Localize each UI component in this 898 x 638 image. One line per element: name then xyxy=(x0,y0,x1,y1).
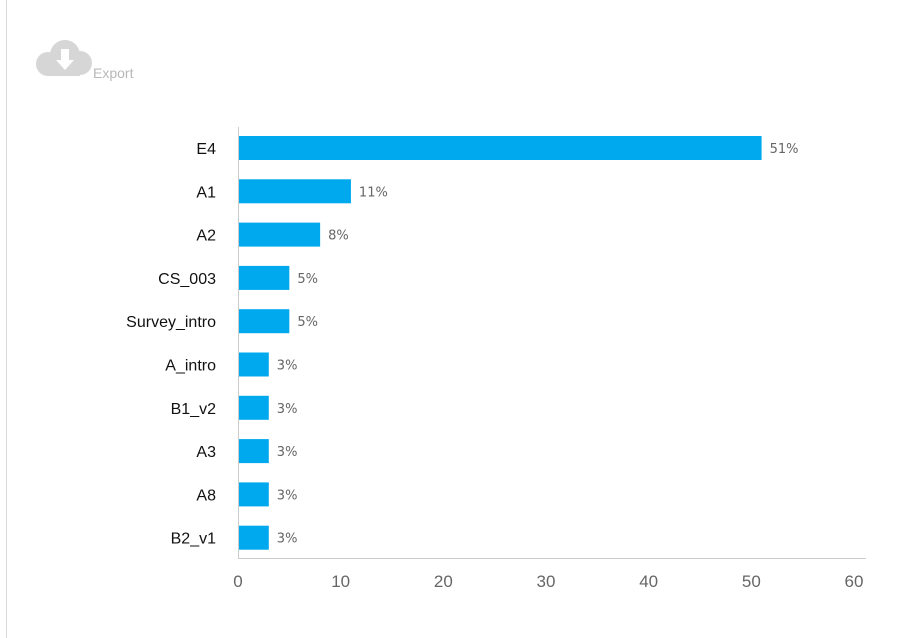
bar-A2 xyxy=(238,222,321,247)
category-label-Survey_intro: Survey_intro xyxy=(126,314,216,331)
export-label: Export xyxy=(93,65,134,81)
category-label-A3: A3 xyxy=(196,444,216,461)
bars-layer xyxy=(238,136,762,550)
category-label-B1_v2: B1_v2 xyxy=(171,401,216,418)
x-tick-label-40: 40 xyxy=(639,572,658,591)
bar-B2_v1 xyxy=(238,525,269,550)
bar-Survey_intro xyxy=(238,309,290,334)
bar-B1_v2 xyxy=(238,395,269,420)
category-label-CS_003: CS_003 xyxy=(158,271,216,288)
x-tick-label-10: 10 xyxy=(331,572,350,591)
category-label-A_intro: A_intro xyxy=(165,358,216,375)
value-label-B2_v1: 3% xyxy=(277,532,298,547)
value-label-A1: 11% xyxy=(359,185,388,200)
category-label-A2: A2 xyxy=(196,228,216,245)
category-label-E4: E4 xyxy=(196,141,216,158)
bar-A3 xyxy=(238,439,269,464)
axes xyxy=(238,127,866,559)
value-labels: 51% 11% 8% 5% 5% 3% 3% 3% 3% 3% xyxy=(277,142,799,547)
value-label-E4: 51% xyxy=(770,142,799,157)
cloud-download-icon xyxy=(36,40,92,76)
value-label-A2: 8% xyxy=(328,229,349,244)
category-label-A1: A1 xyxy=(196,184,216,201)
panel-border xyxy=(6,0,7,638)
category-label-A8: A8 xyxy=(196,487,216,504)
bar-A8 xyxy=(238,482,269,507)
value-label-CS_003: 5% xyxy=(297,272,318,287)
bar-E4 xyxy=(238,136,762,160)
value-label-A3: 3% xyxy=(277,445,298,460)
category-labels: E4 A1 A2 CS_003 Survey_intro A_intro B1_v2 A3 A8… xyxy=(126,141,216,548)
value-label-B1_v2: 3% xyxy=(277,402,298,417)
x-tick-label-50: 50 xyxy=(742,572,761,591)
x-tick-label-60: 60 xyxy=(845,572,864,591)
x-tick-label-30: 30 xyxy=(537,572,556,591)
x-tick-label-20: 20 xyxy=(434,572,453,591)
value-label-A8: 3% xyxy=(277,488,298,503)
x-tick-labels: 0 10 20 30 40 50 60 xyxy=(233,572,863,591)
category-label-B2_v1: B2_v1 xyxy=(171,531,216,548)
bar-A_intro xyxy=(238,352,269,377)
bar-CS_003 xyxy=(238,265,290,290)
x-tick-label-0: 0 xyxy=(233,572,242,591)
export-button[interactable]: Export xyxy=(34,36,154,82)
value-label-Survey_intro: 5% xyxy=(297,315,318,330)
bar-A1 xyxy=(238,179,351,204)
value-label-A_intro: 3% xyxy=(277,359,298,374)
